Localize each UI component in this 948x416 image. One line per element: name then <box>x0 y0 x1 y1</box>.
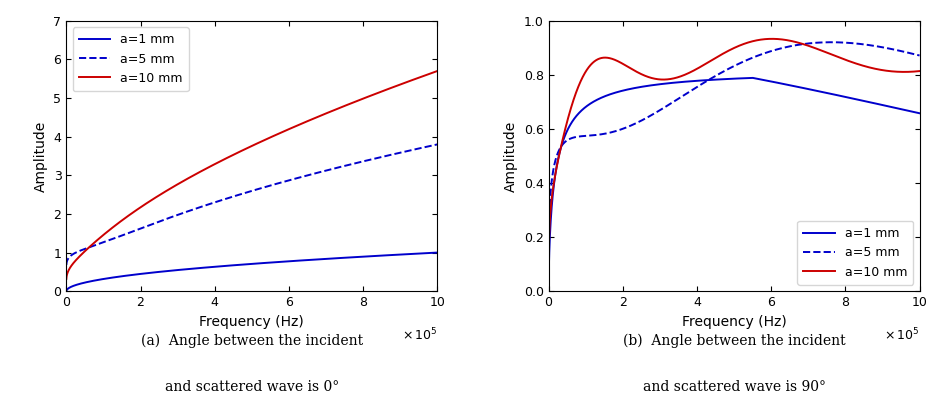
a=1 mm <box>747 75 758 80</box>
a=10 mm <box>337 104 349 109</box>
X-axis label: Frequency (Hz): Frequency (Hz) <box>682 314 787 329</box>
Text: $\times\,10^5$: $\times\,10^5$ <box>402 326 437 343</box>
a=10 mm <box>61 276 72 281</box>
Y-axis label: Amplitude: Amplitude <box>34 120 48 192</box>
a=10 mm <box>611 58 622 63</box>
a=10 mm <box>301 119 313 124</box>
a=5 mm <box>848 41 859 46</box>
a=5 mm <box>366 157 377 162</box>
a=5 mm <box>543 255 555 260</box>
a=10 mm <box>914 69 925 74</box>
Line: a=5 mm: a=5 mm <box>66 144 437 265</box>
Text: and scattered wave is 0°: and scattered wave is 0° <box>165 380 339 394</box>
a=1 mm <box>337 255 349 260</box>
a=10 mm <box>766 36 777 41</box>
a=1 mm <box>128 272 139 277</box>
Line: a=10 mm: a=10 mm <box>549 39 920 277</box>
a=1 mm <box>765 79 776 84</box>
a=10 mm <box>765 36 776 41</box>
a=10 mm <box>128 209 139 214</box>
a=1 mm <box>301 258 313 262</box>
Text: (a)  Angle between the incident: (a) Angle between the incident <box>140 334 363 348</box>
a=10 mm <box>203 165 214 170</box>
a=1 mm <box>848 96 859 101</box>
a=1 mm <box>611 90 622 95</box>
a=10 mm <box>820 50 831 54</box>
a=1 mm <box>820 90 831 95</box>
a=1 mm <box>914 111 925 116</box>
Legend: a=1 mm, a=5 mm, a=10 mm: a=1 mm, a=5 mm, a=10 mm <box>797 221 913 285</box>
a=1 mm <box>431 250 443 255</box>
a=5 mm <box>203 202 214 207</box>
a=5 mm <box>128 228 139 233</box>
a=5 mm <box>820 40 831 45</box>
a=1 mm <box>784 83 795 88</box>
a=1 mm <box>684 79 696 84</box>
Legend: a=1 mm, a=5 mm, a=10 mm: a=1 mm, a=5 mm, a=10 mm <box>73 27 189 91</box>
a=1 mm <box>203 265 214 270</box>
a=5 mm <box>301 173 313 178</box>
Text: and scattered wave is 90°: and scattered wave is 90° <box>643 380 826 394</box>
a=5 mm <box>611 129 622 134</box>
a=5 mm <box>61 262 72 267</box>
Text: (b)  Angle between the incident: (b) Angle between the incident <box>623 334 846 348</box>
Y-axis label: Amplitude: Amplitude <box>504 120 519 192</box>
a=5 mm <box>765 49 776 54</box>
a=1 mm <box>283 259 295 264</box>
a=1 mm <box>543 289 555 294</box>
a=5 mm <box>283 178 295 183</box>
a=5 mm <box>826 40 837 45</box>
Line: a=5 mm: a=5 mm <box>549 42 920 258</box>
a=10 mm <box>848 60 859 65</box>
a=5 mm <box>337 164 349 169</box>
a=10 mm <box>684 70 696 75</box>
a=10 mm <box>784 38 795 43</box>
a=10 mm <box>283 127 295 132</box>
Line: a=1 mm: a=1 mm <box>549 78 920 291</box>
a=1 mm <box>61 289 72 294</box>
a=5 mm <box>914 53 925 58</box>
a=5 mm <box>431 142 443 147</box>
X-axis label: Frequency (Hz): Frequency (Hz) <box>199 314 304 329</box>
a=5 mm <box>684 89 696 94</box>
a=10 mm <box>366 93 377 98</box>
Line: a=10 mm: a=10 mm <box>66 71 437 279</box>
a=1 mm <box>366 254 377 259</box>
a=5 mm <box>784 44 795 49</box>
Text: $\times\,10^5$: $\times\,10^5$ <box>884 326 920 343</box>
a=10 mm <box>431 69 443 74</box>
a=10 mm <box>543 275 555 280</box>
Line: a=1 mm: a=1 mm <box>66 253 437 291</box>
